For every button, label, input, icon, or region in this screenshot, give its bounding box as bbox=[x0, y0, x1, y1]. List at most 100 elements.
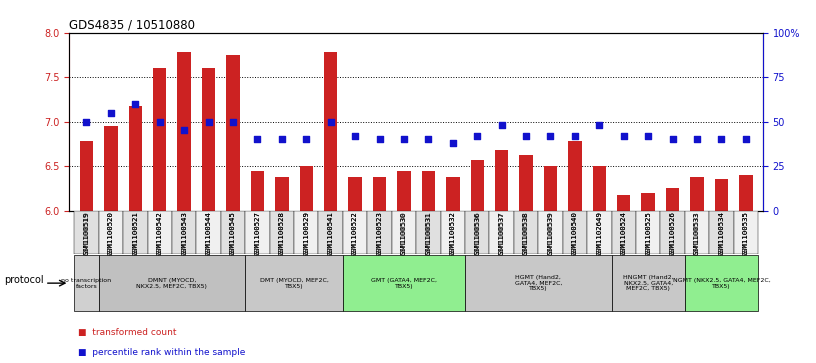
Bar bbox=[99, 211, 123, 254]
Text: GSM1100534: GSM1100534 bbox=[718, 211, 725, 258]
Bar bbox=[397, 171, 410, 211]
Text: GSM1100544: GSM1100544 bbox=[206, 211, 211, 255]
Text: GSM1100535: GSM1100535 bbox=[743, 211, 749, 258]
Bar bbox=[416, 211, 441, 254]
Text: GSM1100519: GSM1100519 bbox=[83, 211, 90, 255]
Point bbox=[446, 140, 459, 146]
Text: GSM1100522: GSM1100522 bbox=[352, 211, 358, 258]
Point bbox=[251, 136, 264, 142]
Text: GSM1100521: GSM1100521 bbox=[132, 211, 138, 258]
Text: HNGMT (Hand2,
NKX2.5, GATA4,
MEF2C, TBX5): HNGMT (Hand2, NKX2.5, GATA4, MEF2C, TBX5… bbox=[623, 275, 673, 291]
Bar bbox=[660, 211, 685, 254]
Text: GSM1100541: GSM1100541 bbox=[328, 211, 334, 258]
Text: ■  transformed count: ■ transformed count bbox=[78, 328, 176, 337]
Bar bbox=[153, 68, 166, 211]
Point bbox=[617, 133, 630, 139]
Point bbox=[592, 122, 605, 128]
Bar bbox=[734, 211, 758, 254]
Bar bbox=[611, 211, 636, 254]
Bar bbox=[269, 211, 294, 254]
Text: GSM1102649: GSM1102649 bbox=[596, 211, 602, 255]
Text: GSM1100536: GSM1100536 bbox=[474, 211, 481, 255]
Bar bbox=[348, 177, 361, 211]
Text: GSM1102649: GSM1102649 bbox=[596, 211, 602, 258]
Text: no transcription
factors: no transcription factors bbox=[61, 278, 112, 289]
Bar bbox=[177, 52, 191, 211]
Bar bbox=[636, 211, 660, 254]
Point bbox=[80, 119, 93, 125]
Point bbox=[129, 101, 142, 107]
Text: GSM1100538: GSM1100538 bbox=[523, 211, 529, 255]
Point bbox=[153, 119, 166, 125]
Text: GSM1100520: GSM1100520 bbox=[108, 211, 114, 255]
Point bbox=[397, 136, 410, 142]
Bar bbox=[226, 55, 240, 211]
Bar bbox=[367, 211, 392, 254]
Bar bbox=[441, 211, 465, 254]
Text: GSM1100532: GSM1100532 bbox=[450, 211, 456, 255]
Point bbox=[202, 119, 215, 125]
Point bbox=[227, 119, 240, 125]
Point bbox=[641, 133, 654, 139]
Text: GSM1100524: GSM1100524 bbox=[621, 211, 627, 258]
Text: GSM1100523: GSM1100523 bbox=[376, 211, 383, 258]
Bar bbox=[611, 255, 685, 311]
Text: GSM1100526: GSM1100526 bbox=[670, 211, 676, 255]
Text: DMNT (MYOCD,
NKX2.5, MEF2C, TBX5): DMNT (MYOCD, NKX2.5, MEF2C, TBX5) bbox=[136, 278, 207, 289]
Bar bbox=[539, 211, 563, 254]
Bar bbox=[74, 255, 99, 311]
Text: GSM1100520: GSM1100520 bbox=[108, 211, 114, 258]
Bar bbox=[245, 211, 269, 254]
Text: GSM1100519: GSM1100519 bbox=[83, 211, 90, 258]
Bar bbox=[465, 255, 611, 311]
Point bbox=[348, 133, 361, 139]
Point bbox=[690, 136, 703, 142]
Text: GSM1100542: GSM1100542 bbox=[157, 211, 162, 255]
Bar bbox=[617, 195, 631, 211]
Bar bbox=[172, 211, 197, 254]
Text: GSM1100533: GSM1100533 bbox=[694, 211, 700, 255]
Bar bbox=[123, 211, 148, 254]
Text: GSM1100529: GSM1100529 bbox=[304, 211, 309, 258]
Point bbox=[739, 136, 752, 142]
Bar bbox=[563, 211, 588, 254]
Bar bbox=[74, 211, 99, 254]
Text: GSM1100533: GSM1100533 bbox=[694, 211, 700, 258]
Text: GSM1100537: GSM1100537 bbox=[499, 211, 504, 255]
Text: GMT (GATA4, MEF2C,
TBX5): GMT (GATA4, MEF2C, TBX5) bbox=[371, 278, 437, 289]
Text: GSM1100522: GSM1100522 bbox=[352, 211, 358, 255]
Text: GDS4835 / 10510880: GDS4835 / 10510880 bbox=[69, 19, 195, 32]
Text: GSM1100526: GSM1100526 bbox=[670, 211, 676, 258]
Point bbox=[178, 128, 191, 134]
Bar bbox=[592, 166, 606, 211]
Point bbox=[666, 136, 679, 142]
Point bbox=[422, 136, 435, 142]
Bar bbox=[318, 211, 343, 254]
Bar bbox=[690, 177, 703, 211]
Text: protocol: protocol bbox=[4, 274, 44, 285]
Point bbox=[324, 119, 337, 125]
Bar bbox=[715, 179, 728, 211]
Bar bbox=[392, 211, 416, 254]
Text: GSM1100528: GSM1100528 bbox=[279, 211, 285, 258]
Bar bbox=[666, 188, 679, 211]
Text: GSM1100531: GSM1100531 bbox=[425, 211, 432, 258]
Bar bbox=[709, 211, 734, 254]
Point bbox=[715, 136, 728, 142]
Point bbox=[299, 136, 313, 142]
Bar bbox=[148, 211, 172, 254]
Text: GSM1100534: GSM1100534 bbox=[718, 211, 725, 255]
Bar bbox=[245, 255, 343, 311]
Bar bbox=[568, 141, 582, 211]
Text: GSM1100536: GSM1100536 bbox=[474, 211, 481, 258]
Text: GSM1100540: GSM1100540 bbox=[572, 211, 578, 255]
Text: GSM1100539: GSM1100539 bbox=[548, 211, 553, 258]
Bar bbox=[197, 211, 221, 254]
Text: GSM1100545: GSM1100545 bbox=[230, 211, 236, 255]
Text: GSM1100525: GSM1100525 bbox=[645, 211, 651, 255]
Point bbox=[569, 133, 582, 139]
Text: NGMT (NKX2.5, GATA4, MEF2C,
TBX5): NGMT (NKX2.5, GATA4, MEF2C, TBX5) bbox=[672, 278, 770, 289]
Text: GSM1100521: GSM1100521 bbox=[132, 211, 138, 255]
Point bbox=[520, 133, 533, 139]
Text: GSM1100532: GSM1100532 bbox=[450, 211, 456, 258]
